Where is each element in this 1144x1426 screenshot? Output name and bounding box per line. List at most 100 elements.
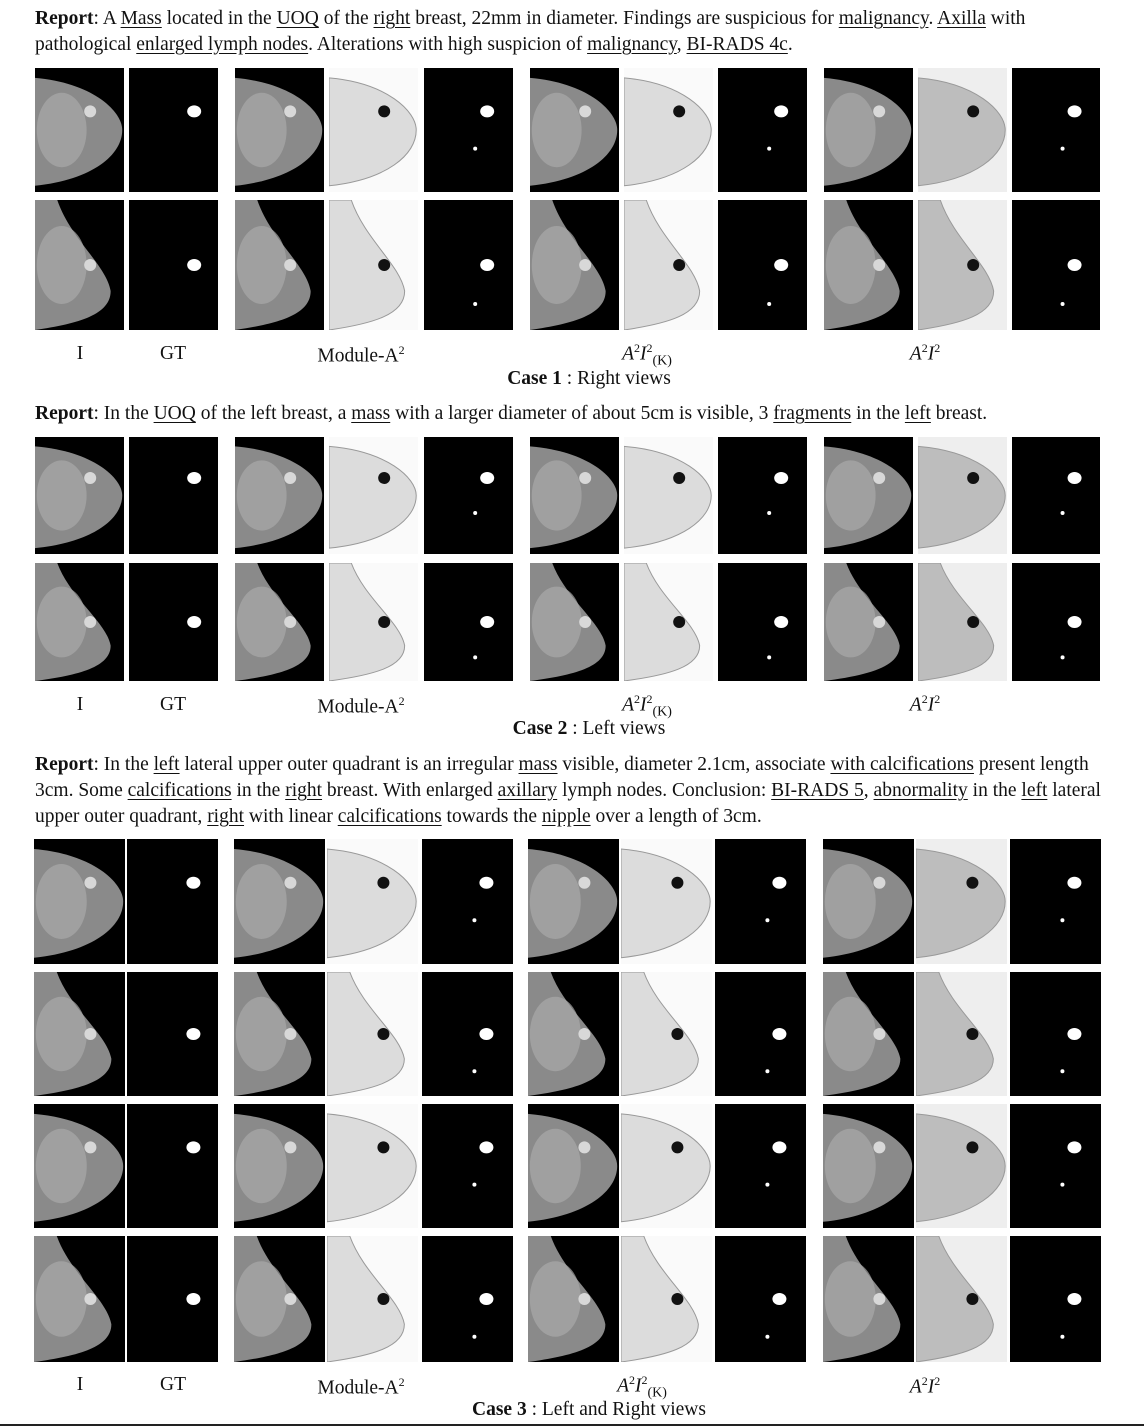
panel-r5-c6-mammo bbox=[528, 839, 619, 964]
report-body: : A Mass located in the UOQ of the right… bbox=[35, 8, 1026, 55]
panel-r1-c2-gt bbox=[129, 68, 218, 192]
panel-r1-c11-seg bbox=[1012, 68, 1100, 192]
panel-r3-c8-seg bbox=[718, 437, 807, 554]
panel-r8-c11-seg bbox=[1010, 1236, 1101, 1362]
panel-r5-c4-attn bbox=[327, 839, 418, 964]
panel-r7-c2-gt bbox=[127, 1104, 218, 1228]
col-label-a2i2: A2I2 bbox=[909, 692, 941, 716]
panel-r8-c3-mammo bbox=[234, 1236, 325, 1362]
panel-r2-c1-mammo bbox=[35, 200, 124, 330]
panel-r5-c11-seg bbox=[1010, 839, 1101, 964]
panel-r8-c4-attn bbox=[327, 1236, 418, 1362]
panel-r2-c2-gt bbox=[129, 200, 218, 330]
panel-r6-c1-mammo bbox=[34, 972, 125, 1096]
panel-r5-c5-seg bbox=[422, 839, 513, 964]
panel-r8-c2-gt bbox=[127, 1236, 218, 1362]
panel-r4-c6-mammo bbox=[530, 563, 619, 681]
panel-r3-c7-attn bbox=[624, 437, 713, 554]
col-label-i: I bbox=[76, 1374, 84, 1395]
panel-r2-c8-seg bbox=[718, 200, 807, 330]
panel-r5-c8-seg bbox=[715, 839, 806, 964]
panel-r1-c9-mammo bbox=[824, 68, 913, 192]
panel-r4-c8-seg bbox=[718, 563, 807, 681]
panel-r2-c5-seg bbox=[424, 200, 513, 330]
panel-r4-c1-mammo bbox=[35, 563, 124, 681]
panel-r8-c5-seg bbox=[422, 1236, 513, 1362]
case2-report: Report: In the UOQ of the left breast, a… bbox=[35, 401, 1125, 427]
panel-r7-c8-seg bbox=[715, 1104, 806, 1228]
col-label-a2i2k: A2I2(K) bbox=[622, 341, 672, 369]
col-label-a2i2: A2I2 bbox=[909, 1374, 941, 1398]
panel-r3-c9-mammo bbox=[824, 437, 913, 554]
panel-r4-c5-seg bbox=[424, 563, 513, 681]
panel-r2-c9-mammo bbox=[824, 200, 913, 330]
panel-r7-c3-mammo bbox=[234, 1104, 325, 1228]
panel-r4-c4-attn bbox=[329, 563, 418, 681]
panel-r7-c9-mammo bbox=[823, 1104, 914, 1228]
panel-r1-c3-mammo bbox=[235, 68, 324, 192]
panel-r6-c8-seg bbox=[715, 972, 806, 1096]
col-label-module: Module-A2 bbox=[317, 694, 405, 718]
panel-r8-c9-mammo bbox=[823, 1236, 914, 1362]
case1-caption: Case 1 : Right views bbox=[507, 368, 671, 389]
panel-r2-c3-mammo bbox=[235, 200, 324, 330]
col-label-gt: GT bbox=[160, 694, 186, 715]
panel-r7-c5-seg bbox=[422, 1104, 513, 1228]
panel-r7-c4-attn bbox=[327, 1104, 418, 1228]
panel-r4-c3-mammo bbox=[235, 563, 324, 681]
panel-r6-c2-gt bbox=[127, 972, 218, 1096]
panel-r1-c8-seg bbox=[718, 68, 807, 192]
panel-r5-c2-gt bbox=[127, 839, 218, 964]
panel-r2-c4-attn bbox=[329, 200, 418, 330]
panel-r8-c6-mammo bbox=[528, 1236, 619, 1362]
panel-r4-c9-mammo bbox=[824, 563, 913, 681]
panel-r3-c1-mammo bbox=[35, 437, 124, 554]
col-label-module: Module-A2 bbox=[317, 1375, 405, 1399]
report-body: : In the UOQ of the left breast, a mass … bbox=[93, 403, 988, 424]
panel-r7-c10-attnflat bbox=[916, 1104, 1007, 1228]
panel-r5-c7-attn bbox=[621, 839, 712, 964]
panel-r6-c7-attn bbox=[621, 972, 712, 1096]
col-label-i: I bbox=[76, 694, 84, 715]
panel-r5-c9-mammo bbox=[823, 839, 914, 964]
page-bottom-rule bbox=[0, 1424, 1144, 1426]
panel-r5-c1-mammo bbox=[34, 839, 125, 964]
panel-r4-c2-gt bbox=[129, 563, 218, 681]
report-label: Report bbox=[35, 403, 94, 424]
panel-r1-c1-mammo bbox=[35, 68, 124, 192]
panel-r7-c6-mammo bbox=[528, 1104, 619, 1228]
panel-r2-c10-attnflat bbox=[918, 200, 1007, 330]
panel-r5-c3-mammo bbox=[234, 839, 325, 964]
col-label-a2i2: A2I2 bbox=[909, 341, 941, 365]
case3-caption: Case 3 : Left and Right views bbox=[472, 1399, 706, 1420]
report-label: Report bbox=[35, 8, 94, 29]
panel-r6-c4-attn bbox=[327, 972, 418, 1096]
col-label-gt: GT bbox=[160, 1374, 186, 1395]
panel-r8-c1-mammo bbox=[34, 1236, 125, 1362]
col-label-a2i2k: A2I2(K) bbox=[622, 692, 672, 720]
panel-r1-c5-seg bbox=[424, 68, 513, 192]
panel-r4-c7-attn bbox=[624, 563, 713, 681]
panel-r4-c10-attnflat bbox=[918, 563, 1007, 681]
col-label-i: I bbox=[76, 343, 84, 364]
panel-r6-c6-mammo bbox=[528, 972, 619, 1096]
panel-r2-c11-seg bbox=[1012, 200, 1100, 330]
panel-r3-c11-seg bbox=[1012, 437, 1100, 554]
panel-r6-c10-attnflat bbox=[916, 972, 1007, 1096]
report-label: Report bbox=[35, 754, 94, 775]
panel-r3-c10-attnflat bbox=[918, 437, 1007, 554]
panel-r7-c1-mammo bbox=[34, 1104, 125, 1228]
panel-r6-c11-seg bbox=[1010, 972, 1101, 1096]
panel-r7-c7-attn bbox=[621, 1104, 712, 1228]
panel-r2-c6-mammo bbox=[530, 200, 619, 330]
case3-report: Report: In the left lateral upper outer … bbox=[35, 752, 1125, 830]
report-body: : In the left lateral upper outer quadra… bbox=[35, 754, 1101, 827]
panel-r6-c3-mammo bbox=[234, 972, 325, 1096]
col-label-a2i2k: A2I2(K) bbox=[617, 1373, 667, 1401]
col-label-gt: GT bbox=[160, 343, 186, 364]
panel-r1-c7-attn bbox=[624, 68, 713, 192]
panel-r3-c4-attn bbox=[329, 437, 418, 554]
case2-caption: Case 2 : Left views bbox=[512, 718, 666, 739]
panel-r5-c10-attnflat bbox=[916, 839, 1007, 964]
panel-r3-c5-seg bbox=[424, 437, 513, 554]
